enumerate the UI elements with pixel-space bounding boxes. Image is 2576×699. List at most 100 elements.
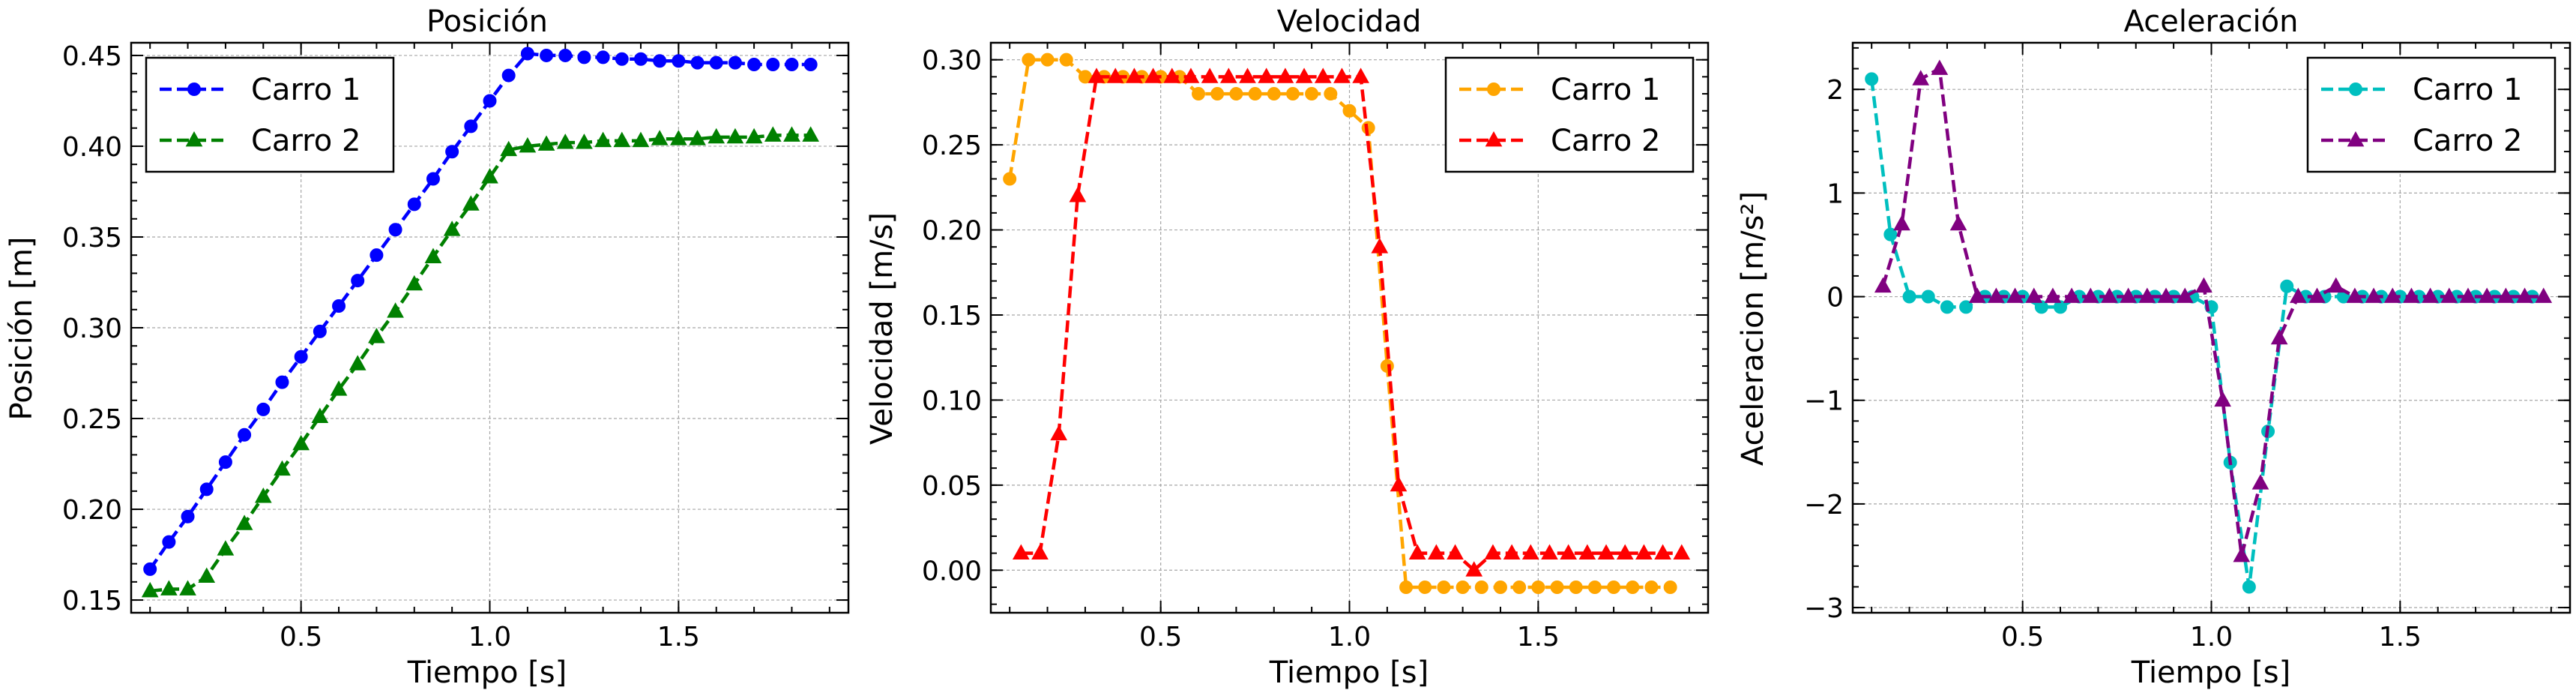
data-point [2327,277,2345,293]
data-point [558,48,573,62]
x-tick-label: 1.0 [2190,622,2233,652]
legend-label: Carro 1 [251,73,361,107]
x-tick-label: 0.5 [280,622,322,652]
data-point [2157,287,2175,303]
data-point [1988,287,2005,303]
data-point [1663,580,1677,594]
data-point [689,130,706,146]
data-point [1258,68,1276,83]
data-point [388,223,402,237]
y-tick-label: 0.45 [62,41,122,72]
data-point [1069,187,1087,202]
velocidad-title: Velocidad [1277,4,1422,39]
data-point [803,58,818,72]
data-point [218,455,232,470]
data-point [783,126,800,142]
data-point [2308,287,2326,303]
data-point [1031,544,1049,560]
data-point [1192,87,1206,101]
data-point [2535,287,2553,303]
data-point [1022,52,1036,67]
data-point [577,50,591,64]
legend-marker [187,82,201,96]
posicion-plot: 0.5 1.0 1.5 0.15 0.20 0.25 0.30 0.35 0.40 0.45 Car… [62,41,850,652]
legend-entry: Carro 1 [160,73,361,107]
data-point [653,54,667,68]
data-point [709,56,723,70]
data-point [1474,580,1488,594]
data-point [1940,300,1954,314]
data-point [520,46,534,61]
legend-marker [2349,82,2362,96]
data-point [651,130,669,146]
data-point [613,131,631,148]
data-point [2478,287,2496,303]
y-tick-label: 0.30 [62,314,122,344]
data-point [1106,68,1124,83]
axes-frame [130,41,850,614]
data-point [1569,580,1583,594]
data-point [1921,290,1935,304]
legend-label: Carro 1 [1551,73,1660,107]
data-point [1314,68,1332,83]
data-point [1219,68,1237,83]
legend-box [145,56,395,173]
data-point [2138,287,2156,303]
data-point [2120,287,2138,303]
data-point [483,94,497,108]
data-point [292,434,310,451]
data-point [1512,580,1527,594]
data-point [1541,544,1558,560]
data-point [160,580,178,596]
data-point [2063,287,2081,303]
data-point [217,540,235,556]
posicion-ylabel: Posición [m] [4,237,39,421]
data-point [1126,68,1143,83]
data-point [2034,300,2048,314]
data-point [1163,68,1181,83]
data-point [1182,68,1200,83]
data-point [1865,72,1879,86]
data-point [199,482,214,496]
data-point [785,58,799,72]
data-point [1616,544,1634,560]
data-point [275,375,289,389]
data-point [1040,52,1055,67]
data-point [1437,580,1451,594]
data-point [2516,287,2533,303]
data-point [1248,87,1262,101]
data-point [198,567,216,583]
legend-label: Carro 2 [2413,124,2522,158]
data-point [1447,544,1464,560]
data-point [764,126,782,142]
data-point [1493,580,1507,594]
data-point [766,58,780,72]
data-point [1902,290,1916,304]
data-point [1503,544,1521,560]
x-tick-label: 1.5 [2379,622,2422,652]
data-point [2054,300,2068,314]
panel-velocidad: Velocidad Tiempo [s] Velocidad [m/s] 0.5… [865,4,1710,690]
legend-box [2306,56,2557,173]
data-point [1893,214,1910,231]
data-point [519,136,537,153]
data-point [181,509,195,524]
posicion-title: Posición [426,4,548,39]
data-point [1644,580,1659,594]
data-point [1456,580,1470,594]
data-point [2081,287,2099,303]
y-tick-label: 2 [1827,75,1844,106]
data-point [615,52,629,66]
data-point [238,428,252,442]
data-point [426,172,440,186]
data-point [1295,68,1313,83]
data-point [537,135,555,151]
data-point [1883,227,1898,242]
data-point [672,54,686,68]
data-point [594,131,612,148]
data-point [556,134,574,149]
data-point [1959,300,1973,314]
data-point [2101,287,2118,303]
data-point [1324,87,1338,101]
data-point [1418,580,1432,594]
